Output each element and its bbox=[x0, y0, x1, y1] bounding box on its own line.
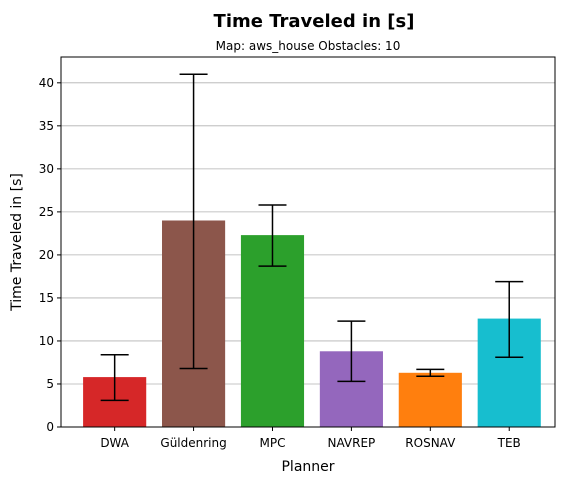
y-tick-label: 20 bbox=[39, 248, 54, 262]
y-tick-label: 35 bbox=[39, 119, 54, 133]
plot-area: 0 5 10 15 20 25 30 35 40 DWA Güldenring MPC NAVREP RO… bbox=[39, 56, 556, 450]
y-tick-label: 25 bbox=[39, 205, 54, 219]
y-tick-label: 5 bbox=[46, 377, 54, 391]
x-tick-label: DWA bbox=[100, 436, 129, 450]
x-tick-label: Güldenring bbox=[160, 436, 226, 450]
x-tick-label: TEB bbox=[497, 436, 521, 450]
y-tick-label: 15 bbox=[39, 291, 54, 305]
bar-mpc bbox=[240, 235, 305, 427]
y-tick-label: 40 bbox=[39, 76, 54, 90]
chart-subtitle: Map: aws_house Obstacles: 10 bbox=[216, 39, 401, 53]
y-axis-label: Time Traveled in [s] bbox=[9, 173, 25, 312]
y-tick-label: 30 bbox=[39, 162, 54, 176]
x-tick-label: NAVREP bbox=[328, 436, 376, 450]
x-tick-label: ROSNAV bbox=[405, 436, 456, 450]
chart-title: Time Traveled in [s] bbox=[214, 11, 415, 32]
y-tick-label: 10 bbox=[39, 334, 54, 348]
bar-rosnav bbox=[398, 372, 462, 427]
x-tick-label: MPC bbox=[260, 436, 286, 450]
x-axis-label: Planner bbox=[281, 459, 334, 475]
y-tick-label: 0 bbox=[46, 420, 54, 434]
plot-frame bbox=[60, 56, 556, 428]
